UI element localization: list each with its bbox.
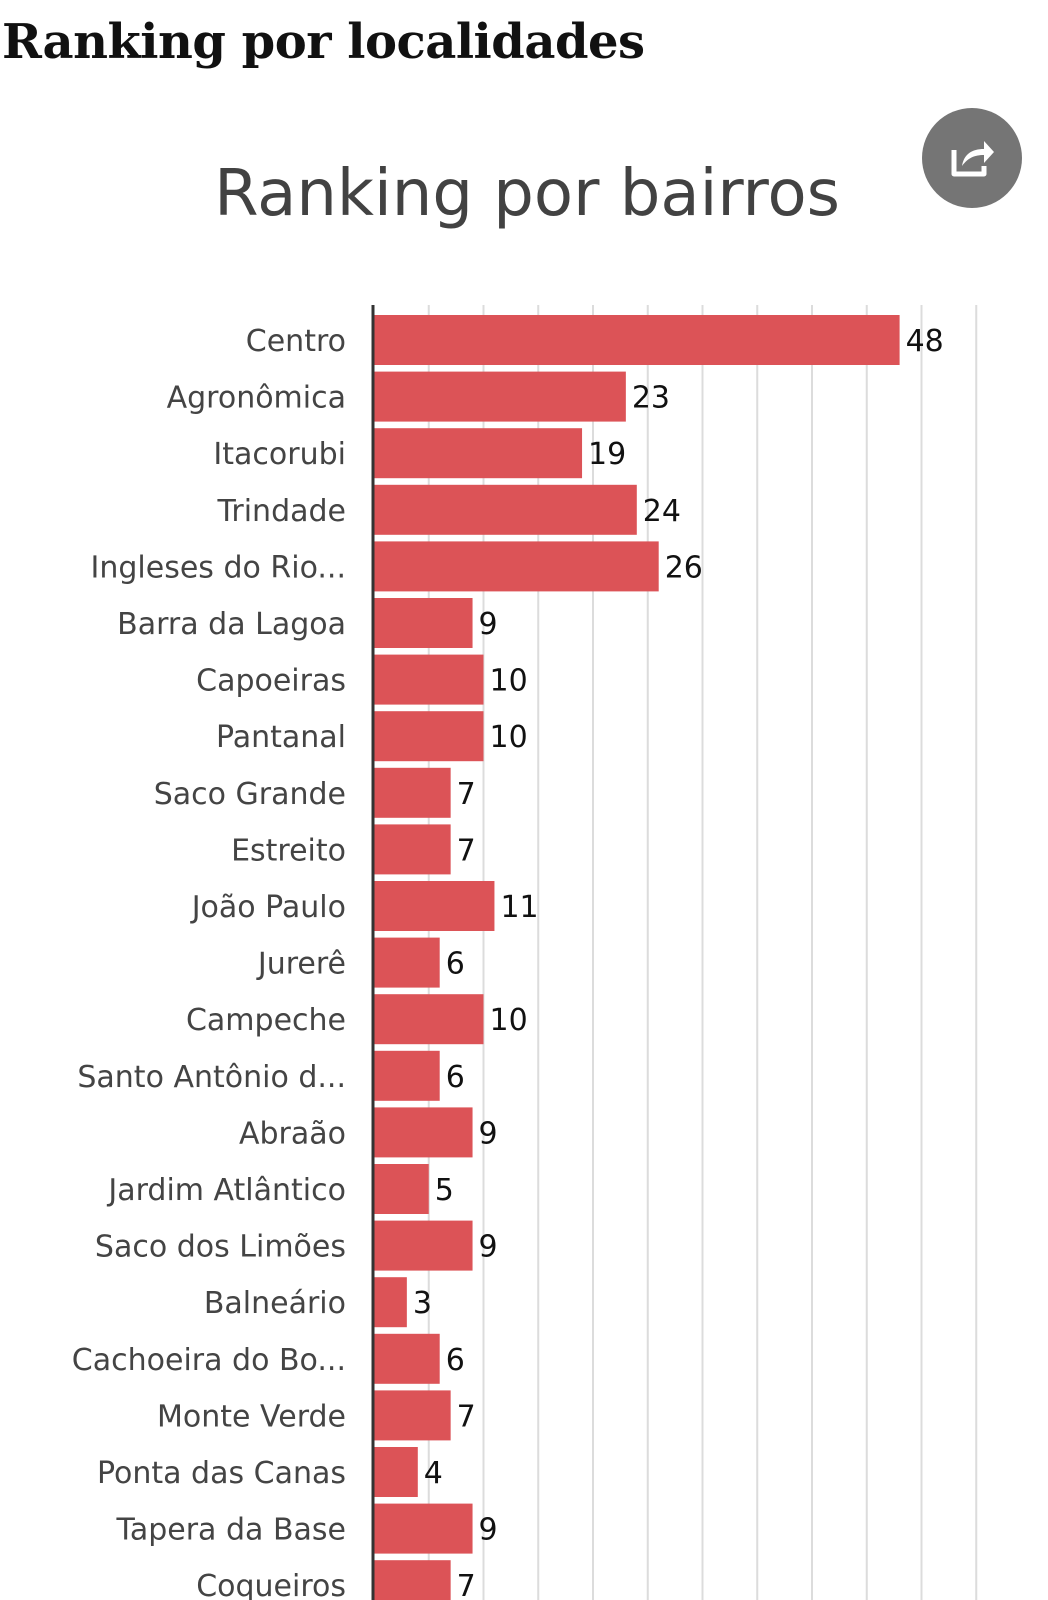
category-label: Monte Verde bbox=[157, 1399, 346, 1434]
value-label: 26 bbox=[665, 550, 703, 585]
value-label: 6 bbox=[446, 1343, 465, 1378]
bar bbox=[374, 371, 626, 422]
value-label: 5 bbox=[435, 1173, 454, 1208]
value-label: 10 bbox=[490, 1003, 528, 1038]
page-heading: Ranking por localidades bbox=[2, 14, 645, 70]
bar bbox=[374, 1503, 473, 1554]
value-label: 7 bbox=[457, 833, 476, 868]
bar bbox=[374, 1277, 407, 1328]
bars bbox=[374, 315, 900, 1600]
category-label: Agronômica bbox=[167, 381, 346, 416]
value-label: 7 bbox=[457, 1569, 476, 1600]
bar bbox=[374, 824, 451, 875]
category-label: Jardim Atlântico bbox=[106, 1173, 346, 1208]
category-label: Tapera da Base bbox=[115, 1513, 346, 1548]
category-labels: Centro Agronômica Itacorubi Trindade Inglese… bbox=[72, 324, 346, 1600]
value-label: 9 bbox=[479, 1230, 498, 1265]
value-label: 23 bbox=[632, 381, 670, 416]
category-label: Estreito bbox=[231, 833, 346, 868]
value-label: 6 bbox=[446, 1060, 465, 1095]
bar bbox=[374, 767, 451, 818]
category-label: João Paulo bbox=[190, 890, 346, 925]
bar bbox=[374, 881, 495, 931]
bar-chart: Ranking por bairros Centro Agronômica Itac… bbox=[72, 157, 978, 1600]
bar bbox=[374, 1107, 473, 1158]
category-label: Coqueiros bbox=[196, 1569, 346, 1600]
value-label: 3 bbox=[413, 1286, 432, 1321]
category-label: Cachoeira do Bo... bbox=[72, 1343, 346, 1378]
bar bbox=[374, 1390, 451, 1441]
value-label: 24 bbox=[643, 494, 681, 529]
category-label: Saco dos Limões bbox=[95, 1230, 346, 1265]
bar bbox=[374, 541, 659, 592]
value-label: 4 bbox=[424, 1456, 443, 1491]
value-label: 11 bbox=[500, 890, 538, 925]
category-label: Santo Antônio d... bbox=[77, 1060, 346, 1095]
category-label: Balneário bbox=[204, 1286, 346, 1321]
bar bbox=[374, 711, 484, 762]
value-label: 9 bbox=[479, 1513, 498, 1548]
bar bbox=[374, 1333, 440, 1384]
bar bbox=[374, 994, 484, 1045]
category-label: Barra da Lagoa bbox=[117, 607, 346, 642]
chart: Ranking por bairros Centro Agronômica Itac… bbox=[0, 140, 1048, 1600]
value-label: 9 bbox=[479, 607, 498, 642]
bar bbox=[374, 428, 583, 479]
value-label: 7 bbox=[457, 1399, 476, 1434]
bar bbox=[374, 1050, 440, 1101]
value-label: 7 bbox=[457, 777, 476, 812]
value-label: 6 bbox=[446, 947, 465, 982]
category-label: Campeche bbox=[186, 1003, 346, 1038]
category-label: Ingleses do Rio... bbox=[91, 550, 347, 585]
category-label: Jurerê bbox=[256, 947, 346, 982]
category-label: Ponta das Canas bbox=[97, 1456, 346, 1491]
value-label: 9 bbox=[479, 1116, 498, 1151]
bar bbox=[374, 1560, 451, 1600]
bar bbox=[374, 654, 484, 705]
bar bbox=[374, 1220, 473, 1271]
share-arrow-icon bbox=[951, 141, 994, 177]
chart-title: Ranking por bairros bbox=[214, 157, 840, 231]
bar bbox=[374, 1447, 418, 1497]
category-label: Itacorubi bbox=[213, 437, 346, 472]
bar bbox=[374, 315, 900, 365]
value-label: 19 bbox=[588, 437, 626, 472]
category-label: Capoeiras bbox=[196, 664, 346, 699]
category-label: Saco Grande bbox=[154, 777, 346, 812]
bar bbox=[374, 937, 440, 988]
category-label: Centro bbox=[246, 324, 346, 359]
bar bbox=[374, 598, 473, 648]
share-button[interactable] bbox=[922, 108, 1022, 208]
category-label: Abraão bbox=[239, 1116, 346, 1151]
value-label: 10 bbox=[490, 720, 528, 755]
value-label: 10 bbox=[490, 664, 528, 699]
value-label: 48 bbox=[906, 324, 944, 359]
bar bbox=[374, 1164, 429, 1214]
category-label: Pantanal bbox=[216, 720, 346, 755]
category-label: Trindade bbox=[216, 494, 346, 529]
bar bbox=[374, 484, 637, 535]
